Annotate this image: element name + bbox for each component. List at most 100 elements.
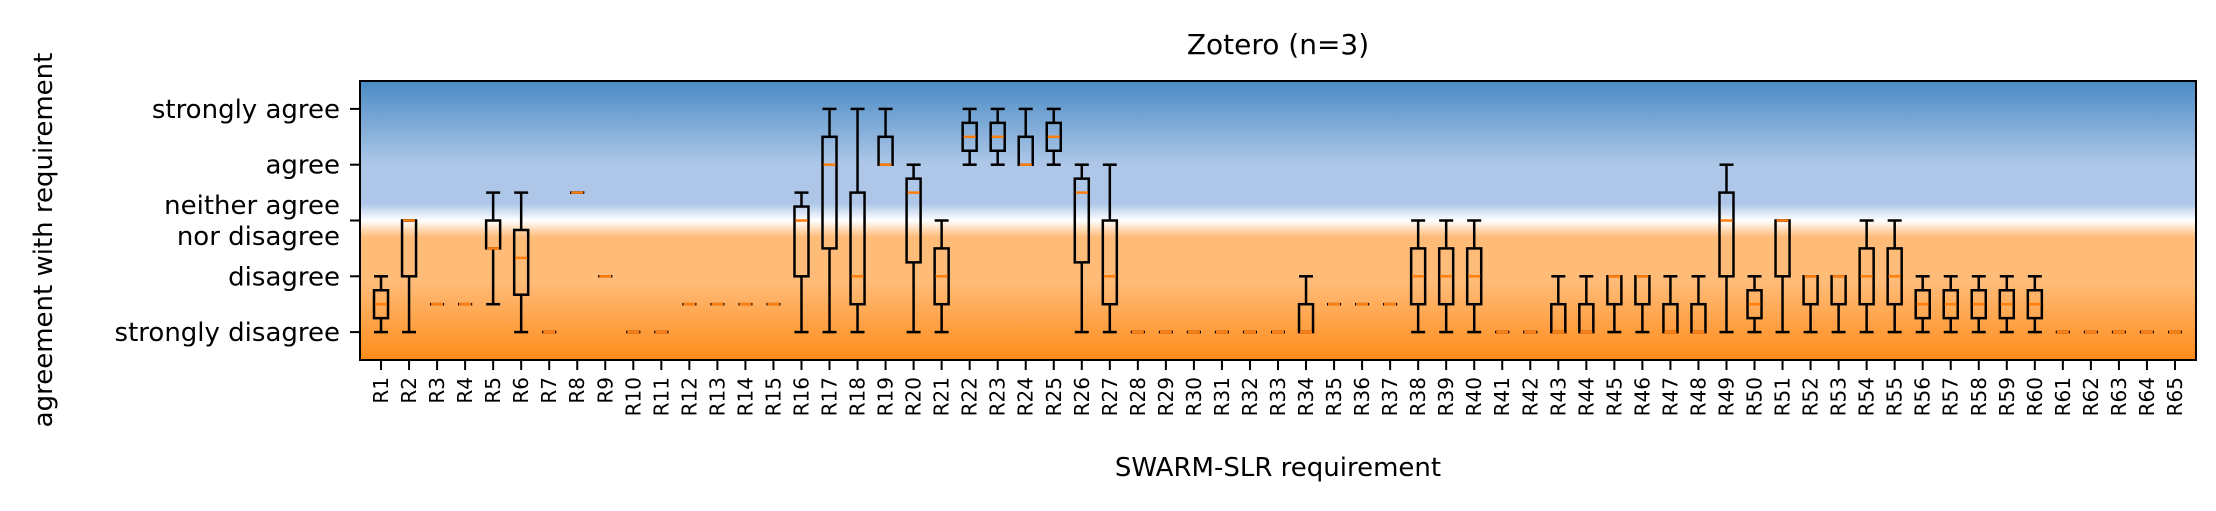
x-tick-label: R23 <box>986 377 1010 416</box>
box-R27 <box>1101 163 1119 334</box>
x-tick-label: R56 <box>1911 377 1935 416</box>
x-tick-label: R64 <box>2135 377 2159 416</box>
x-tick-label: R59 <box>1995 377 2019 416</box>
y-tick-label: strongly disagree <box>115 318 340 348</box>
x-tick-label: R48 <box>1686 377 1710 416</box>
box-R45 <box>1606 275 1623 334</box>
x-tick-label: R39 <box>1434 377 1458 416</box>
box-R56 <box>1914 275 1931 334</box>
x-tick-label: R57 <box>1939 377 1963 416</box>
box-R44 <box>1578 275 1595 334</box>
x-tick-label: R42 <box>1518 377 1542 416</box>
x-tick-label: R14 <box>733 377 757 416</box>
x-tick-label: R5 <box>481 377 505 404</box>
x-tick-label: R40 <box>1462 377 1486 416</box>
x-tick-label: R30 <box>1182 377 1206 416</box>
x-tick-label: R41 <box>1490 377 1514 416</box>
box-R43 <box>1550 275 1567 334</box>
box-R59 <box>1998 275 2016 334</box>
y-tick-label: strongly agree <box>152 95 340 125</box>
x-tick-label: R44 <box>1574 377 1598 416</box>
x-tick-label: R58 <box>1967 377 1991 416</box>
x-tick-label: R9 <box>593 377 617 404</box>
box-R34 <box>1297 275 1315 334</box>
box-R6 <box>512 191 530 334</box>
box-R54 <box>1858 219 1875 334</box>
x-tick-label: R13 <box>705 377 729 416</box>
x-tick-label: R54 <box>1855 377 1879 416</box>
x-tick-label: R11 <box>649 377 673 416</box>
x-tick-label: R27 <box>1098 377 1122 416</box>
box-R25 <box>1045 107 1063 166</box>
x-axis-label: SWARM-SLR requirement <box>1115 453 1441 483</box>
x-tick-label: R53 <box>1827 377 1851 416</box>
box-R47 <box>1662 275 1679 334</box>
box-R1 <box>372 275 390 334</box>
x-tick-label: R29 <box>1154 377 1178 416</box>
box-R22 <box>961 107 978 166</box>
x-tick-label: R25 <box>1042 377 1066 416</box>
x-tick-label: R10 <box>621 377 645 416</box>
box-R39 <box>1437 219 1455 334</box>
box-R52 <box>1802 275 1819 334</box>
box-R2 <box>400 219 418 334</box>
x-tick-label: R4 <box>453 377 477 404</box>
y-tick-label: neither agree nor disagree <box>164 191 340 252</box>
box-R40 <box>1465 219 1483 334</box>
x-tick-label: R35 <box>1322 377 1346 416</box>
x-tick-label: R18 <box>846 377 870 416</box>
y-tick-label: agree <box>265 151 340 181</box>
x-tick-label: R22 <box>958 377 982 416</box>
box-R18 <box>849 107 866 334</box>
x-tick-label: R63 <box>2107 377 2131 416</box>
box-R24 <box>1017 107 1034 166</box>
box-R58 <box>1970 275 1988 334</box>
x-tick-label: R28 <box>1126 377 1150 416</box>
boxes-layer <box>372 107 2182 334</box>
x-tick-label: R60 <box>2023 377 2047 416</box>
x-tick-label: R33 <box>1266 377 1290 416</box>
x-tick-label: R36 <box>1350 377 1374 416</box>
x-tick-label: R50 <box>1743 377 1767 416</box>
x-tick-label: R8 <box>565 377 589 404</box>
x-tick-label: R12 <box>677 377 701 416</box>
x-tick-label: R46 <box>1630 377 1654 416</box>
box-R53 <box>1830 275 1847 334</box>
box-R49 <box>1718 163 1735 334</box>
x-tick-label: R17 <box>818 377 842 416</box>
x-tick-label: R16 <box>789 377 813 416</box>
x-tick-label: R15 <box>761 377 785 416</box>
x-tick-label: R37 <box>1378 377 1402 416</box>
x-tick-label: R20 <box>902 377 926 416</box>
x-tick-label: R65 <box>2163 377 2187 416</box>
x-tick-label: R26 <box>1070 377 1094 416</box>
box-R16 <box>793 191 810 334</box>
x-tick-label: R19 <box>874 377 898 416</box>
box-R38 <box>1409 219 1427 334</box>
x-tick-label: R49 <box>1714 377 1738 416</box>
box-R26 <box>1073 163 1091 334</box>
x-tick-label: R3 <box>425 377 449 404</box>
box-R19 <box>877 107 894 166</box>
box-R50 <box>1746 275 1763 334</box>
box-R48 <box>1690 275 1707 334</box>
chart-title: Zotero (n=3) <box>1187 28 1369 61</box>
box-R5 <box>484 191 502 306</box>
y-axis: strongly disagree disagree neither agree no… <box>115 95 360 348</box>
box-R51 <box>1774 219 1791 334</box>
box-R55 <box>1886 219 1903 334</box>
y-axis-label: agreement with requirement <box>29 53 59 428</box>
x-tick-label: R7 <box>537 377 561 404</box>
box-R21 <box>933 219 950 334</box>
x-axis: R1 R2 R3 R4 R5 R6 R7 R8 R9 R10 R11 R12 R13 R14 R15 R16 R… <box>369 360 2187 416</box>
x-tick-label: R52 <box>1799 377 1823 416</box>
y-tick-label: disagree <box>228 262 340 292</box>
box-R57 <box>1942 275 1959 334</box>
x-tick-label: R32 <box>1238 377 1262 416</box>
x-tick-label: R1 <box>369 377 393 404</box>
x-tick-label: R62 <box>2079 377 2103 416</box>
x-tick-label: R31 <box>1210 377 1234 416</box>
x-tick-label: R43 <box>1546 377 1570 416</box>
box-R46 <box>1634 275 1651 334</box>
